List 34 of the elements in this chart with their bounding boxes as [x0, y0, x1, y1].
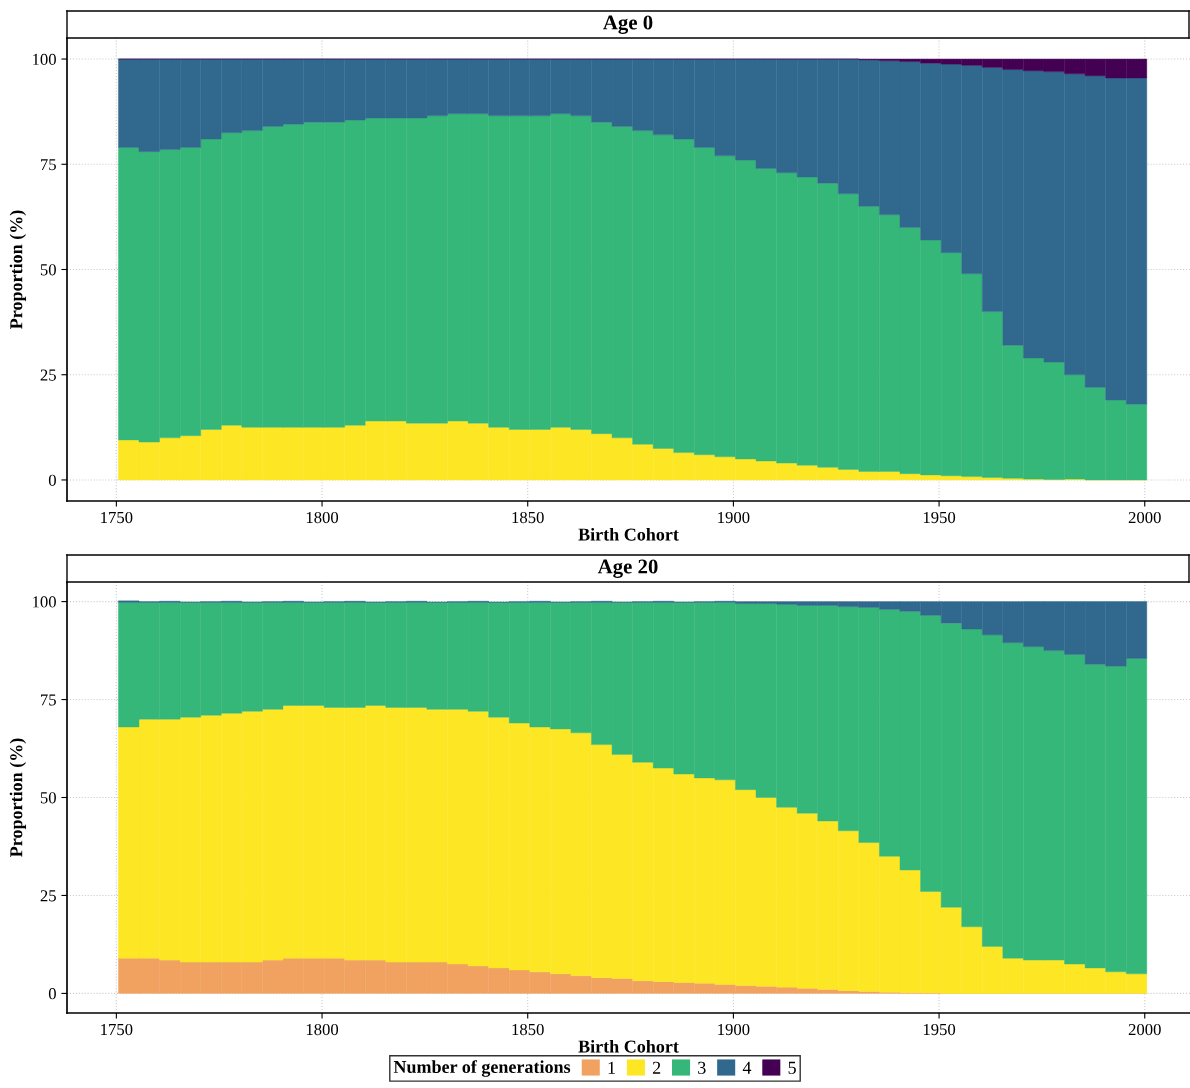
- x-tick-label: 1900: [718, 511, 750, 524]
- y-tick-label: 50: [40, 792, 56, 804]
- x-tick-label: 2000: [1128, 511, 1161, 524]
- chart-title: Age 0: [603, 15, 653, 34]
- x-tick-label: 1800: [306, 1023, 339, 1036]
- y-tick-label: 75: [41, 159, 56, 171]
- legend-label: 1: [608, 1061, 615, 1074]
- y-tick-label: 50: [40, 264, 56, 276]
- x-tick-label: 1850: [512, 511, 544, 524]
- y-tick-label: 100: [33, 596, 56, 608]
- x-tick-label: 1950: [923, 1023, 956, 1036]
- x-tick-label: 1900: [718, 1023, 750, 1036]
- legend-label: 3: [698, 1061, 706, 1074]
- y-tick-label: 0: [48, 988, 56, 1000]
- y-axis-title: Proportion (%): [9, 210, 27, 329]
- y-tick-label: 0: [48, 474, 56, 486]
- legend-label: 2: [652, 1061, 661, 1074]
- legend-title: Number of generations: [393, 1060, 571, 1077]
- x-axis-title: Birth Cohort: [578, 527, 679, 541]
- legend-label: 4: [742, 1061, 752, 1074]
- y-axis-title: Proportion (%): [9, 738, 27, 857]
- x-tick-label: 1750: [101, 1023, 133, 1036]
- x-tick-label: 1850: [512, 1023, 544, 1036]
- y-tick-label: 75: [41, 694, 56, 706]
- y-tick-label: 25: [40, 369, 56, 381]
- y-tick-label: 100: [33, 53, 56, 65]
- x-tick-label: 2000: [1128, 1023, 1161, 1036]
- x-tick-label: 1950: [923, 511, 956, 524]
- legend-label: 5: [788, 1061, 796, 1074]
- chart-title: Age 20: [597, 559, 658, 578]
- x-tick-label: 1800: [306, 511, 339, 524]
- y-tick-label: 25: [40, 890, 56, 902]
- x-tick-label: 1750: [101, 511, 133, 524]
- x-axis-title: Birth Cohort: [578, 1039, 679, 1053]
